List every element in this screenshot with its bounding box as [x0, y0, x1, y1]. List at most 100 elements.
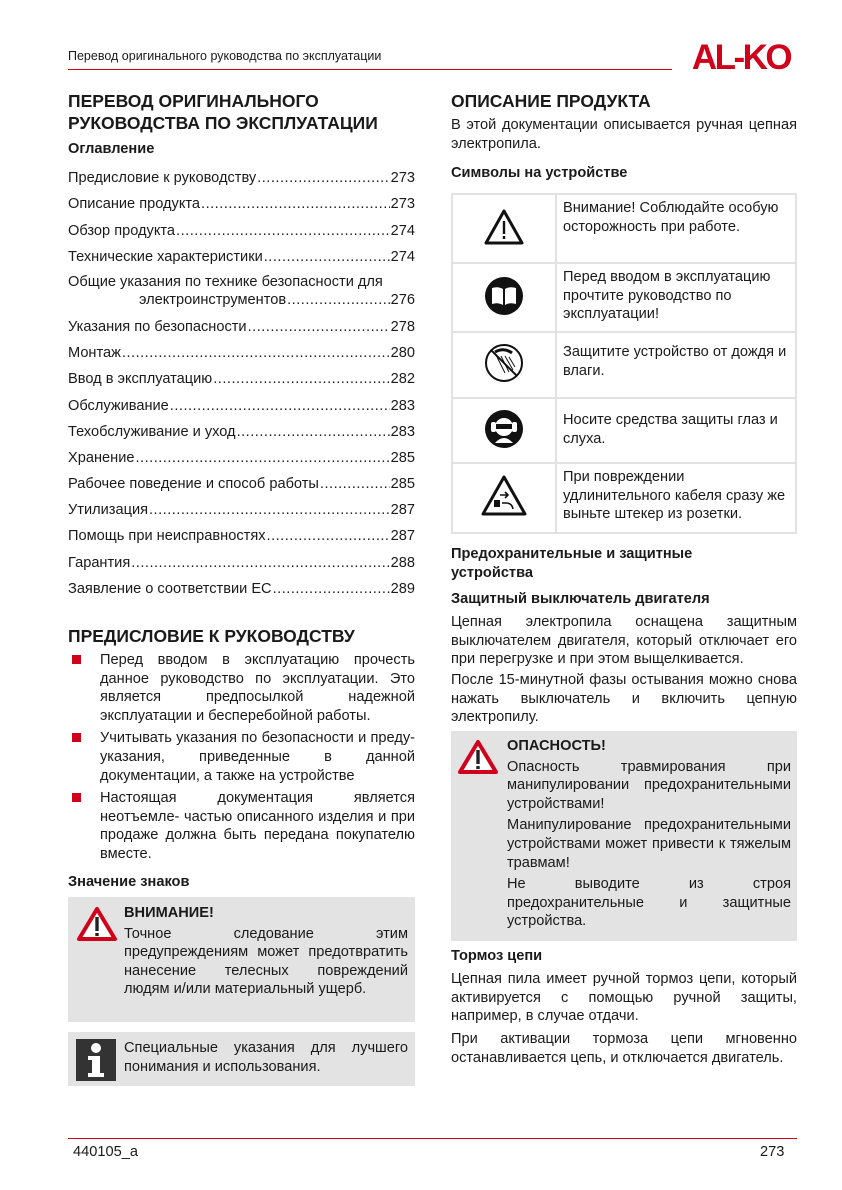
- footer-divider: [68, 1138, 797, 1139]
- toc-leader: [237, 424, 390, 440]
- toc-leader: [320, 476, 390, 492]
- toc-entry-page: 287: [390, 502, 415, 519]
- toc-entry-page: 274: [390, 248, 415, 265]
- toc-entry-label: Гарантия: [68, 554, 131, 571]
- table-row: При повреждении удлинительного кабеля ср…: [451, 462, 797, 534]
- toc-entry-page: 283: [390, 397, 415, 414]
- info-icon: [76, 1039, 116, 1081]
- toc-entry-label: Указания по безопасности: [68, 318, 247, 335]
- symbols-title: Символы на устройстве: [451, 165, 628, 181]
- toc-entry-page: 287: [390, 528, 415, 545]
- eye-ear-protection-icon: [485, 409, 523, 448]
- toc-leader: [170, 398, 390, 414]
- toc-entry[interactable]: Описание продукта 273: [68, 186, 415, 212]
- toc-entry-label: Общие указания по технике безопасности д…: [68, 273, 383, 290]
- danger-text-2: Манипулирование предохранительными устро…: [507, 817, 791, 871]
- danger-box: ОПАСНОСТЬ! Опасность травмирования при м…: [451, 731, 797, 941]
- alko-logo: AL-KO: [692, 38, 794, 74]
- warning-title: ВНИМАНИЕ!: [124, 905, 214, 921]
- table-row: Внимание! Соблюдайте особую осторожность…: [451, 193, 797, 264]
- page-number: 273: [760, 1144, 785, 1160]
- svg-text:AL-KO: AL-KO: [692, 38, 792, 74]
- toc-entry[interactable]: Заявление о соответствии ЕС 289: [68, 571, 415, 597]
- header-divider: [68, 69, 672, 70]
- bullet-square-icon: [72, 655, 81, 664]
- toc-entry-label: Монтаж: [68, 345, 121, 362]
- toc-leader: [149, 502, 390, 518]
- table-row: Носите средства защиты глаз и слуха.: [451, 397, 797, 464]
- toc-entry-page: 285: [390, 476, 415, 493]
- danger-text-1: Опасность травмирования при манипулирова…: [507, 758, 791, 812]
- toc-entry-page: 273: [390, 196, 415, 213]
- toc-entry-label: Хранение: [68, 449, 135, 466]
- toc-entry[interactable]: Монтаж 280: [68, 335, 415, 361]
- toc-entry-page: 283: [390, 423, 415, 440]
- toc-entry-page: 285: [390, 449, 415, 466]
- info-text: Специальные указания для лучшего пониман…: [124, 1040, 408, 1075]
- toc-entry-page: 276: [390, 291, 415, 308]
- toc-entry[interactable]: Предисловие к руководству 273: [68, 160, 415, 186]
- signs-title: Значение знаков: [68, 874, 190, 890]
- document-id: 440105_a: [73, 1144, 138, 1160]
- toc-leader: [257, 170, 389, 186]
- toc-entry[interactable]: Рабочее поведение и способ работы 285: [68, 466, 415, 492]
- toc-entry[interactable]: Общие указания по технике безопасности д…: [68, 265, 415, 309]
- toc-leader: [248, 319, 390, 335]
- toc-entry[interactable]: Техобслуживание и уход 283: [68, 414, 415, 440]
- toc-leader: [273, 581, 390, 597]
- bullet-square-icon: [72, 733, 81, 743]
- caution-triangle-icon: [484, 209, 524, 244]
- toc-entry-label: Обслуживание: [68, 397, 169, 414]
- toc-entry[interactable]: Обзор продукта 274: [68, 212, 415, 239]
- read-manual-icon: [485, 276, 523, 315]
- toc-leader: [176, 223, 390, 239]
- main-title: ПЕРЕВОД ОРИГИНАЛЬНОГО РУКОВОДСТВА ПО ЭКС…: [68, 91, 378, 133]
- toc-entry[interactable]: Помощь при неисправностях 287: [68, 518, 415, 544]
- toc-entry-label: Утилизация: [68, 502, 148, 519]
- header-title: Перевод оригинального руководства по экс…: [68, 49, 382, 63]
- chain-brake-paragraph-1: Цепная пила имеет ручной тормоз цепи, ко…: [451, 971, 797, 1025]
- warning-triangle-icon: [77, 907, 117, 941]
- toc-entry[interactable]: Указания по безопасности 278: [68, 309, 415, 335]
- toc-entry-page: 278: [390, 318, 415, 335]
- toc-entry-label: Заявление о соответствии ЕС: [68, 580, 272, 597]
- toc-entry-label: Предисловие к руководству: [68, 170, 257, 187]
- preface-list: Перед вводом в эксплуатацию прочесть дан…: [68, 651, 415, 868]
- toc-entry-label: Ввод в эксплуатацию: [68, 371, 213, 388]
- unplug-cable-icon: [481, 475, 527, 516]
- toc-entry-page: 289: [390, 580, 415, 597]
- toc-entry[interactable]: Обслуживание 283: [68, 387, 415, 414]
- toc-entry-page: 273: [390, 170, 415, 187]
- table-row: Перед вводом в эксплуатацию прочтите рук…: [451, 262, 797, 333]
- toc-entry-page: 274: [390, 222, 415, 239]
- table-row: Защитите устройство от дождя и влаги.: [451, 331, 797, 399]
- toc-entry[interactable]: Утилизация 287: [68, 492, 415, 518]
- preface-title: ПРЕДИСЛОВИЕ К РУКОВОДСТВУ: [68, 626, 355, 646]
- list-item: Настоящая документация является неотъемл…: [68, 789, 415, 863]
- toc-entry-page: 288: [390, 554, 415, 571]
- toc-entry-label: Техобслуживание и уход: [68, 423, 236, 440]
- list-item: Учитывать указания по безопасности и пре…: [68, 729, 415, 785]
- toc-entry[interactable]: Гарантия 288: [68, 544, 415, 571]
- toc-entry-label: Технические характеристики: [68, 248, 263, 265]
- toc-leader: [264, 249, 390, 265]
- toc-entry-page: 280: [390, 345, 415, 362]
- chain-brake-title: Тормоз цепи: [451, 948, 543, 964]
- toc-leader: [122, 345, 390, 361]
- chain-brake-paragraph-2: При активации тормоза цепи мгновенно ост…: [451, 1031, 797, 1066]
- symbols-table: Внимание! Соблюдайте особую осторожность…: [451, 193, 797, 534]
- toc-entry-label: Обзор продукта: [68, 222, 176, 239]
- motor-switch-paragraph-1: Цепная электропила оснащена защитным вык…: [451, 614, 797, 668]
- toc-entry[interactable]: Ввод в эксплуатацию 282: [68, 361, 415, 387]
- toc-entry-label: электроинструментов: [139, 291, 287, 308]
- safety-devices-title: Предохранительные и защитные устройства: [451, 546, 693, 581]
- toc-entry[interactable]: Хранение 285: [68, 440, 415, 466]
- toc-leader: [213, 371, 389, 387]
- toc-leader: [135, 450, 389, 466]
- toc-entry[interactable]: Технические характеристики 274: [68, 239, 415, 265]
- toc-entry-label: Помощь при неисправностях: [68, 528, 266, 545]
- motor-switch-paragraph-2: После 15-минутной фазы остывания можно с…: [451, 672, 797, 726]
- toc-leader: [201, 196, 390, 212]
- danger-title: ОПАСНОСТЬ!: [507, 738, 606, 754]
